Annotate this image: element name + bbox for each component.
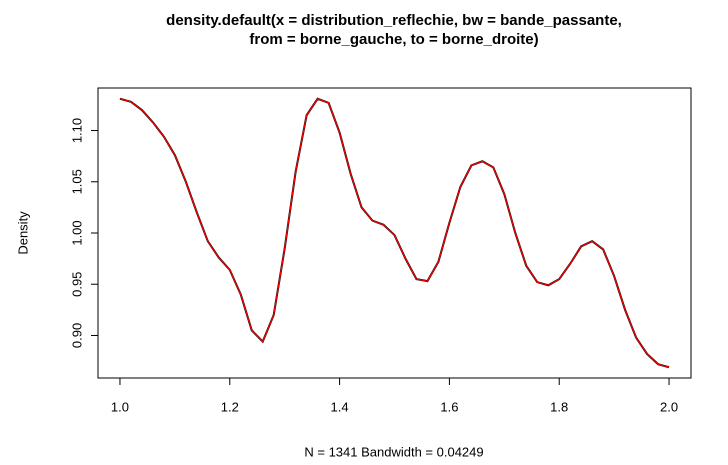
y-tick-label: 0.95	[69, 272, 84, 297]
x-tick-label: 1.8	[550, 399, 568, 414]
y-tick-label: 0.90	[69, 323, 84, 348]
chart-subtitle: from = borne_gauche, to = borne_droite)	[249, 31, 538, 48]
x-axis-label: N = 1341 Bandwidth = 0.04249	[304, 444, 483, 459]
x-tick-label: 1.2	[221, 399, 239, 414]
x-tick-label: 1.6	[440, 399, 458, 414]
chart-title: density.default(x = distribution_reflech…	[166, 12, 622, 29]
density-line	[119, 98, 670, 368]
density-line	[119, 97, 670, 369]
y-tick-label: 1.10	[69, 118, 84, 143]
x-tick-label: 1.0	[111, 399, 129, 414]
x-tick-label: 2.0	[660, 399, 678, 414]
plot-box	[97, 87, 692, 379]
y-tick-label: 1.00	[69, 220, 84, 245]
y-tick-label: 1.05	[69, 169, 84, 194]
y-axis-label: Density	[15, 211, 30, 255]
x-tick-label: 1.4	[331, 399, 349, 414]
